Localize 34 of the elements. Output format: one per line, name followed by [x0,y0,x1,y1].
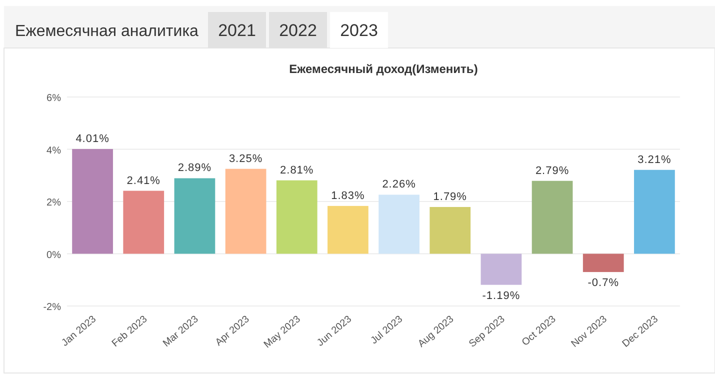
data-label: 2.41% [126,174,160,187]
bar [582,254,624,272]
bar [72,148,113,254]
y-tick-label: 6% [46,93,62,104]
bar [276,180,318,254]
data-label: 2.26% [382,178,416,191]
bar [174,178,216,254]
data-label: 4.01% [76,132,110,145]
data-label: -0.7% [588,277,619,290]
y-tick-label: 2% [46,198,62,208]
text: 2022 [279,21,317,40]
data-label: 2.79% [535,164,570,177]
y-tick-label: 4% [46,145,62,156]
bar [378,194,420,254]
data-label: -1.19% [482,290,520,302]
data-label: 3.25% [228,152,263,165]
data-label: 1.83% [331,190,365,202]
bar [634,170,675,254]
chart-title: Ежемесячный доход(Изменить) [289,62,478,76]
text: 2023 [340,21,378,40]
text: Ежемесячная аналитика [15,23,199,40]
bar [532,180,573,254]
data-label: 2.81% [280,164,314,176]
data-label: 1.79% [433,190,467,203]
y-tick-label: -2% [43,302,62,313]
bar [225,168,266,254]
bar [123,190,164,254]
data-label: 2.89% [178,162,212,174]
bar [480,254,522,285]
text: 2021 [218,21,256,40]
y-tick-label: 0% [46,250,62,261]
bar [430,206,471,254]
bar [328,206,368,254]
data-label: 3.21% [638,154,672,166]
